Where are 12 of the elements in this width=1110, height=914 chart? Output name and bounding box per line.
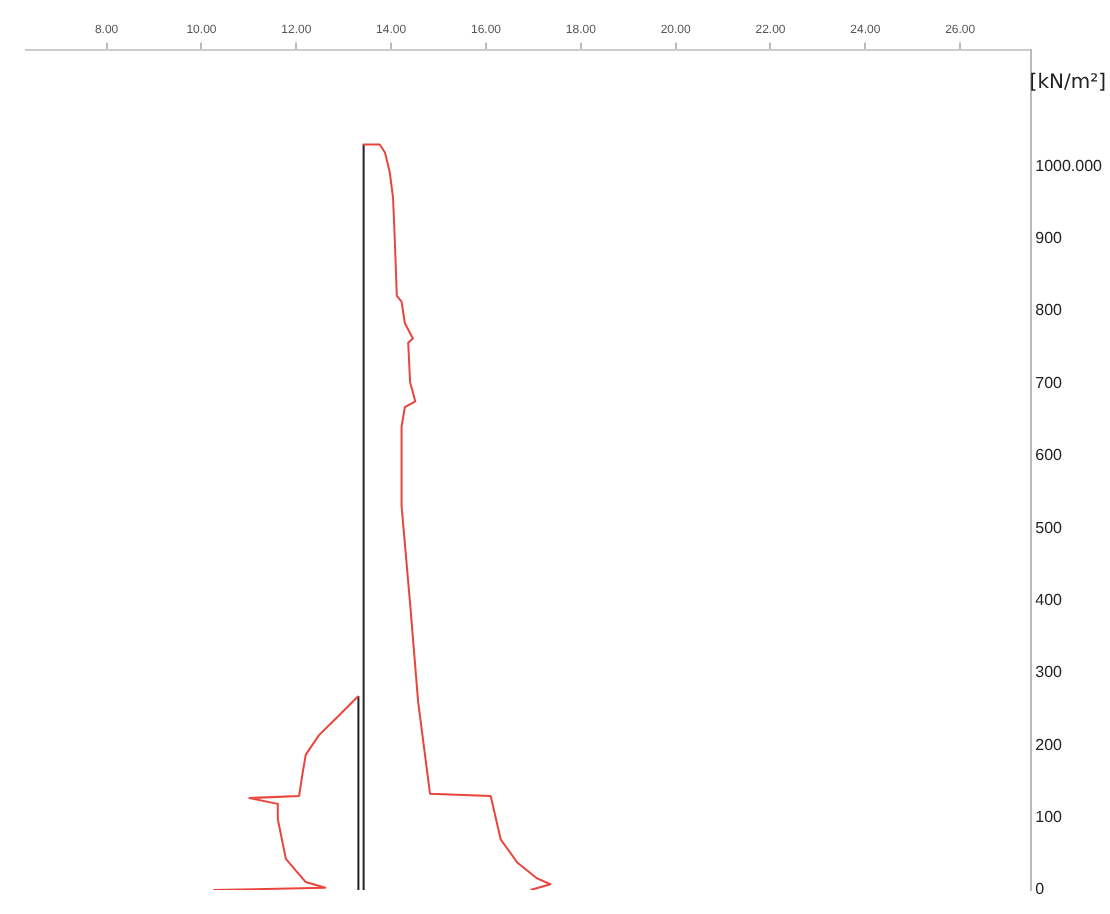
- y-tick-label: 400: [1035, 590, 1064, 609]
- y-tick-label: 0: [1035, 880, 1046, 899]
- y-tick-label: 700: [1035, 373, 1064, 392]
- y-tick-label: 1000.000: [1035, 156, 1104, 175]
- y-tick-label: 500: [1035, 518, 1064, 537]
- y-tick-label: 800: [1035, 301, 1064, 320]
- y-tick-label: 900: [1035, 228, 1064, 247]
- y-tick-label: 600: [1035, 446, 1064, 465]
- y-tick-label: 100: [1035, 808, 1064, 827]
- x-axis-title: [kN/m²]: [1029, 72, 1106, 94]
- y-tick-label: 200: [1035, 735, 1064, 754]
- y-tick-label: 300: [1035, 663, 1064, 682]
